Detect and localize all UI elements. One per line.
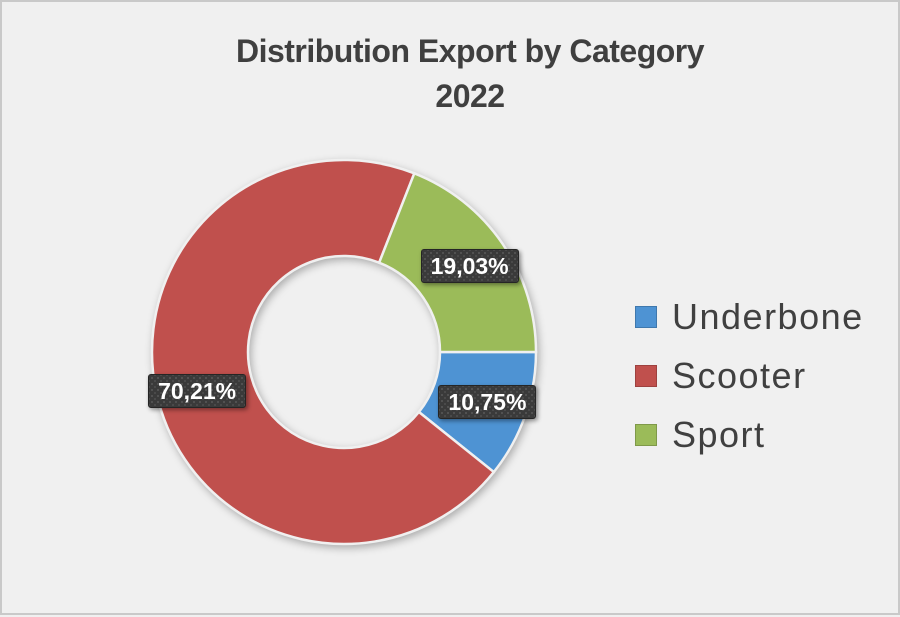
data-label-sport: 19,03%: [420, 249, 519, 284]
legend-swatch-underbone: [635, 306, 657, 328]
legend-label-sport: Sport: [672, 414, 766, 455]
legend: Underbone Scooter Sport: [635, 297, 864, 474]
chart-title: Distribution Export by Category 2022: [235, 29, 705, 119]
chart-title-line2: 2022: [435, 78, 505, 114]
legend-item-scooter[interactable]: Scooter: [635, 356, 864, 396]
chart-title-line1: Distribution Export by Category: [235, 33, 705, 69]
legend-swatch-scooter: [635, 365, 657, 387]
legend-label-underbone: Underbone: [672, 296, 864, 337]
slice-scooter[interactable]: [150, 158, 496, 546]
legend-label-scooter: Scooter: [672, 355, 807, 396]
legend-swatch-sport: [635, 424, 657, 446]
legend-item-sport[interactable]: Sport: [635, 415, 864, 455]
data-label-underbone: 10,75%: [438, 385, 537, 420]
legend-item-underbone[interactable]: Underbone: [635, 297, 864, 337]
data-label-scooter: 70,21%: [148, 374, 247, 409]
